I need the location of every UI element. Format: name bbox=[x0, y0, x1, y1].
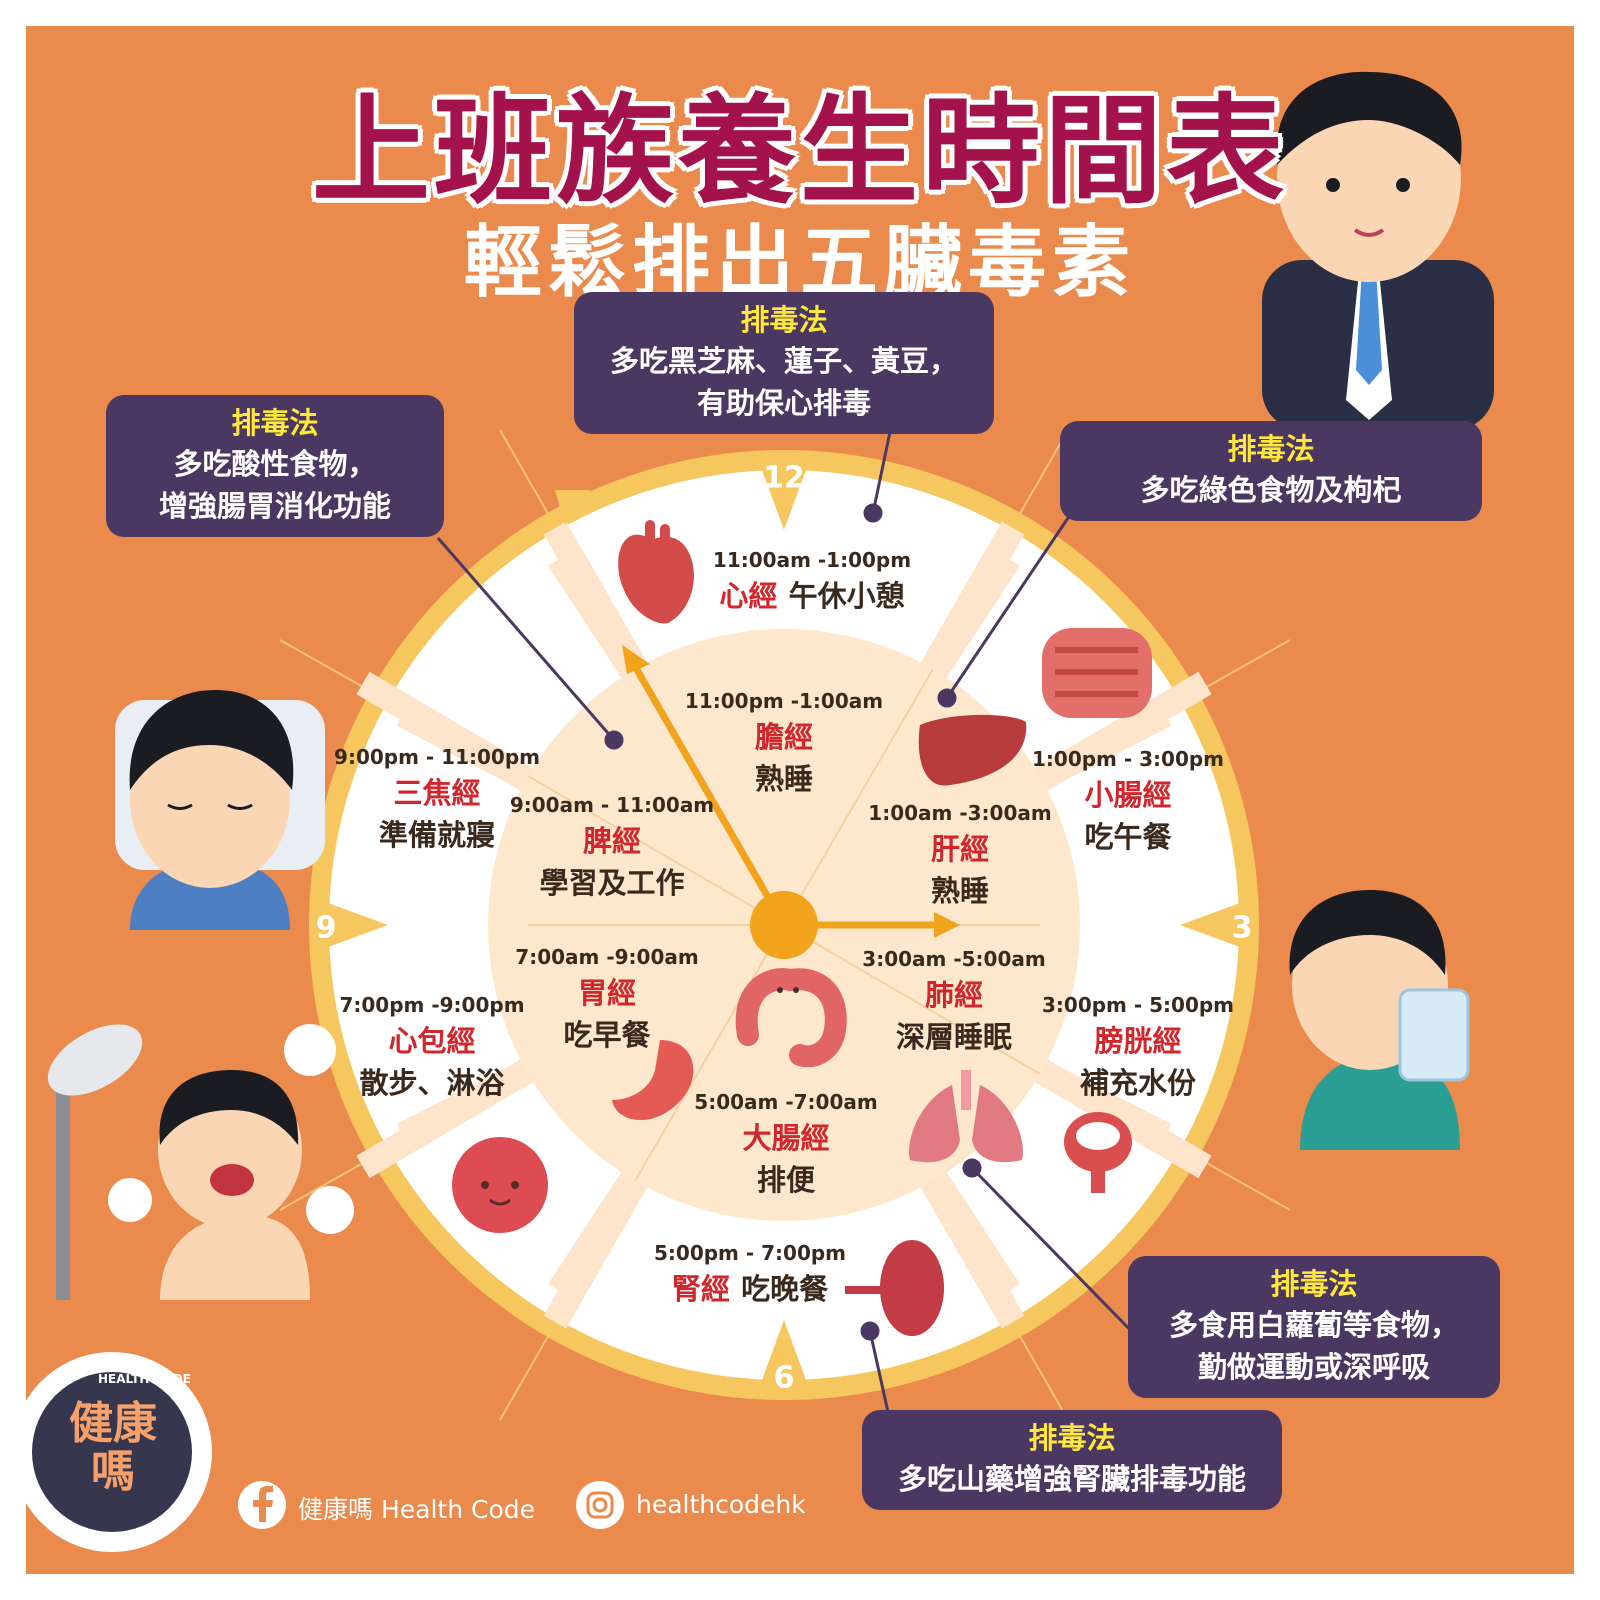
segment-activity: 排便 bbox=[756, 1163, 815, 1197]
hour-pointers bbox=[328, 470, 1240, 1380]
segment-time: 9:00pm - 11:00pm bbox=[334, 745, 540, 769]
segment-stomach: 7:00am -9:00am 胃經 吃早餐 bbox=[515, 942, 698, 1056]
segment-activity: 吃午餐 bbox=[1084, 820, 1172, 854]
segment-time: 5:00pm - 7:00pm bbox=[653, 1241, 847, 1265]
segment-activity: 午休小憩 bbox=[788, 579, 905, 613]
callout-heading: 排毒法 bbox=[1028, 1421, 1116, 1455]
bladder-icon bbox=[1064, 1112, 1132, 1193]
callout-liver: 排毒法 多吃綠色食物及枸杞 bbox=[1060, 421, 1482, 521]
segment-meridian: 心包經 bbox=[388, 1024, 476, 1058]
segment-activity: 吃早餐 bbox=[563, 1018, 651, 1052]
callout-line: 多吃酸性食物， bbox=[173, 447, 377, 481]
segment-meridian: 肺經 bbox=[924, 978, 983, 1012]
segment-meridian: 腎經 bbox=[671, 1272, 730, 1306]
small-intestine-icon bbox=[1042, 628, 1152, 718]
facebook-icon bbox=[238, 1481, 286, 1529]
segment-meridian: 膽經 bbox=[754, 720, 814, 754]
segment-activity: 熟睡 bbox=[754, 762, 814, 796]
segment-time: 1:00pm - 3:00pm bbox=[1031, 747, 1225, 771]
stomach-icon bbox=[612, 1040, 694, 1121]
clock-number-12: 12 bbox=[763, 460, 805, 496]
callout-line: 多吃山藥增強腎臟排毒功能 bbox=[897, 1462, 1246, 1496]
segment-meridian: 心經 bbox=[719, 579, 778, 613]
segment-activity: 熟睡 bbox=[930, 874, 989, 908]
segment-spleen: 9:00am - 11:00am 脾經 學習及工作 bbox=[510, 790, 714, 904]
callout-connectors bbox=[436, 431, 1144, 1413]
callout-line: 勤做運動或深呼吸 bbox=[1197, 1350, 1430, 1384]
callout-line: 有助保心排毒 bbox=[696, 386, 871, 420]
health-code-logo bbox=[12, 1352, 212, 1552]
pericardium-icon bbox=[452, 1137, 548, 1233]
segment-gallbladder: 11:00pm -1:00am 膽經 熟睡 bbox=[685, 686, 883, 800]
liver-icon bbox=[918, 714, 1027, 786]
segment-heart: 11:00am -1:00pm 心經 午休小憩 bbox=[713, 545, 911, 617]
segment-meridian: 小腸經 bbox=[1084, 778, 1172, 812]
segment-activity: 準備就寢 bbox=[378, 818, 496, 852]
segment-activity: 散步、淋浴 bbox=[359, 1066, 505, 1100]
clock-number-6: 6 bbox=[773, 1360, 795, 1396]
segment-activity: 深層睡眠 bbox=[895, 1020, 1012, 1054]
callout-heading: 排毒法 bbox=[231, 406, 319, 440]
segment-triple-burner: 9:00pm - 11:00pm 三焦經 準備就寢 bbox=[334, 742, 540, 856]
callout-kidney: 排毒法 多吃山藥增強腎臟排毒功能 bbox=[862, 1410, 1282, 1510]
segment-kidney: 5:00pm - 7:00pm 腎經 吃晚餐 bbox=[654, 1238, 846, 1310]
segment-time: 11:00pm -1:00am bbox=[684, 689, 884, 713]
outer-divider-bars bbox=[356, 521, 1212, 1329]
segment-small-intestine: 1:00pm - 3:00pm 小腸經 吃午餐 bbox=[1032, 744, 1224, 858]
segment-meridian: 肝經 bbox=[930, 832, 989, 866]
segment-activity: 吃晚餐 bbox=[741, 1272, 829, 1306]
callout-line: 多吃綠色食物及枸杞 bbox=[1140, 473, 1402, 507]
segment-time: 3:00am -5:00am bbox=[862, 947, 1046, 971]
segment-time: 5:00am -7:00am bbox=[694, 1090, 878, 1114]
kidney-icon bbox=[845, 1240, 944, 1336]
sleeping-boy-illustration bbox=[115, 690, 325, 930]
callout-line: 多吃黑芝麻、蓮子、黃豆， bbox=[609, 344, 958, 378]
clock-number-3: 3 bbox=[1231, 910, 1253, 946]
callout-lung: 排毒法 多食用白蘿蔔等食物， 勤做運動或深呼吸 bbox=[1128, 1256, 1500, 1398]
logo-text: 健康嗎 bbox=[58, 1400, 168, 1496]
lungs-icon bbox=[909, 1070, 1023, 1163]
heart-icon bbox=[618, 520, 694, 624]
clock-center bbox=[750, 891, 818, 959]
callout-spleen: 排毒法 多吃酸性食物， 增強腸胃消化功能 bbox=[106, 395, 444, 537]
callout-heading: 排毒法 bbox=[1227, 432, 1315, 466]
callout-heading: 排毒法 bbox=[1270, 1267, 1358, 1301]
shower-boy-illustration bbox=[47, 1024, 354, 1300]
segment-time: 11:00am -1:00pm bbox=[712, 548, 912, 572]
large-intestine-icon bbox=[735, 968, 847, 1068]
segment-meridian: 三焦經 bbox=[393, 776, 481, 810]
segment-liver: 1:00am -3:00am 肝經 熟睡 bbox=[868, 798, 1051, 912]
segment-meridian: 大腸經 bbox=[742, 1121, 830, 1155]
segment-meridian: 膀胱經 bbox=[1094, 1024, 1182, 1058]
segment-bladder: 3:00pm - 5:00pm 膀胱經 補充水份 bbox=[1042, 990, 1234, 1104]
instagram-link[interactable]: healthcodehk bbox=[636, 1490, 806, 1519]
segment-time: 9:00am - 11:00am bbox=[509, 793, 715, 817]
segment-meridian: 脾經 bbox=[582, 824, 641, 858]
segment-large-intestine: 5:00am -7:00am 大腸經 排便 bbox=[694, 1087, 877, 1201]
instagram-icon bbox=[576, 1481, 624, 1529]
clock-number-9: 9 bbox=[315, 910, 337, 946]
segment-time: 7:00pm -9:00pm bbox=[339, 993, 525, 1017]
logo-arc-text: HEALTH CODE bbox=[98, 1372, 191, 1386]
segment-pericardium: 7:00pm -9:00pm 心包經 散步、淋浴 bbox=[339, 990, 524, 1104]
callout-line: 增強腸胃消化功能 bbox=[158, 489, 391, 523]
businessman-illustration bbox=[1262, 71, 1494, 430]
clock-hands bbox=[622, 645, 960, 959]
segment-time: 3:00pm - 5:00pm bbox=[1041, 993, 1235, 1017]
logo-main-text: 健康嗎 bbox=[69, 1398, 157, 1497]
drinking-boy-illustration bbox=[1289, 890, 1470, 1150]
segment-time: 7:00am -9:00am bbox=[515, 945, 699, 969]
segment-time: 1:00am -3:00am bbox=[868, 801, 1052, 825]
callout-heart: 排毒法 多吃黑芝麻、蓮子、黃豆， 有助保心排毒 bbox=[574, 292, 994, 434]
callout-heading: 排毒法 bbox=[740, 303, 828, 337]
segment-meridian: 胃經 bbox=[577, 976, 636, 1010]
facebook-link[interactable]: 健康嗎 Health Code bbox=[298, 1495, 535, 1524]
segment-activity: 學習及工作 bbox=[539, 866, 685, 900]
callout-line: 多食用白蘿蔔等食物， bbox=[1168, 1308, 1459, 1342]
segment-activity: 補充水份 bbox=[1079, 1066, 1196, 1100]
page-title: 上班族養生時間表 bbox=[311, 82, 1288, 220]
segment-lung: 3:00am -5:00am 肺經 深層睡眠 bbox=[862, 944, 1045, 1058]
